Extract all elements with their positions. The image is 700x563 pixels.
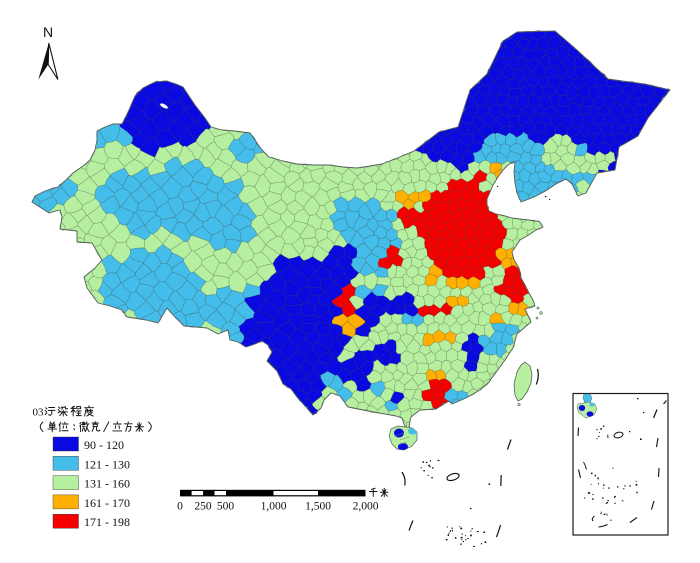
svg-text:1,500: 1,500 bbox=[305, 501, 331, 513]
svg-text:250: 250 bbox=[194, 501, 212, 513]
svg-text:121 - 130: 121 - 130 bbox=[84, 457, 130, 471]
svg-text:171 - 198: 171 - 198 bbox=[84, 515, 130, 529]
svg-text:500: 500 bbox=[217, 501, 235, 513]
svg-text:131 - 160: 131 - 160 bbox=[84, 477, 130, 491]
svg-text:1,000: 1,000 bbox=[261, 501, 287, 513]
svg-text:161 - 170: 161 - 170 bbox=[84, 496, 130, 510]
svg-text:N: N bbox=[43, 24, 53, 40]
svg-text:0: 0 bbox=[177, 501, 183, 513]
svg-text:90 - 120: 90 - 120 bbox=[84, 438, 124, 452]
svg-text:03: 03 bbox=[33, 407, 45, 419]
svg-text:2,000: 2,000 bbox=[353, 501, 379, 513]
